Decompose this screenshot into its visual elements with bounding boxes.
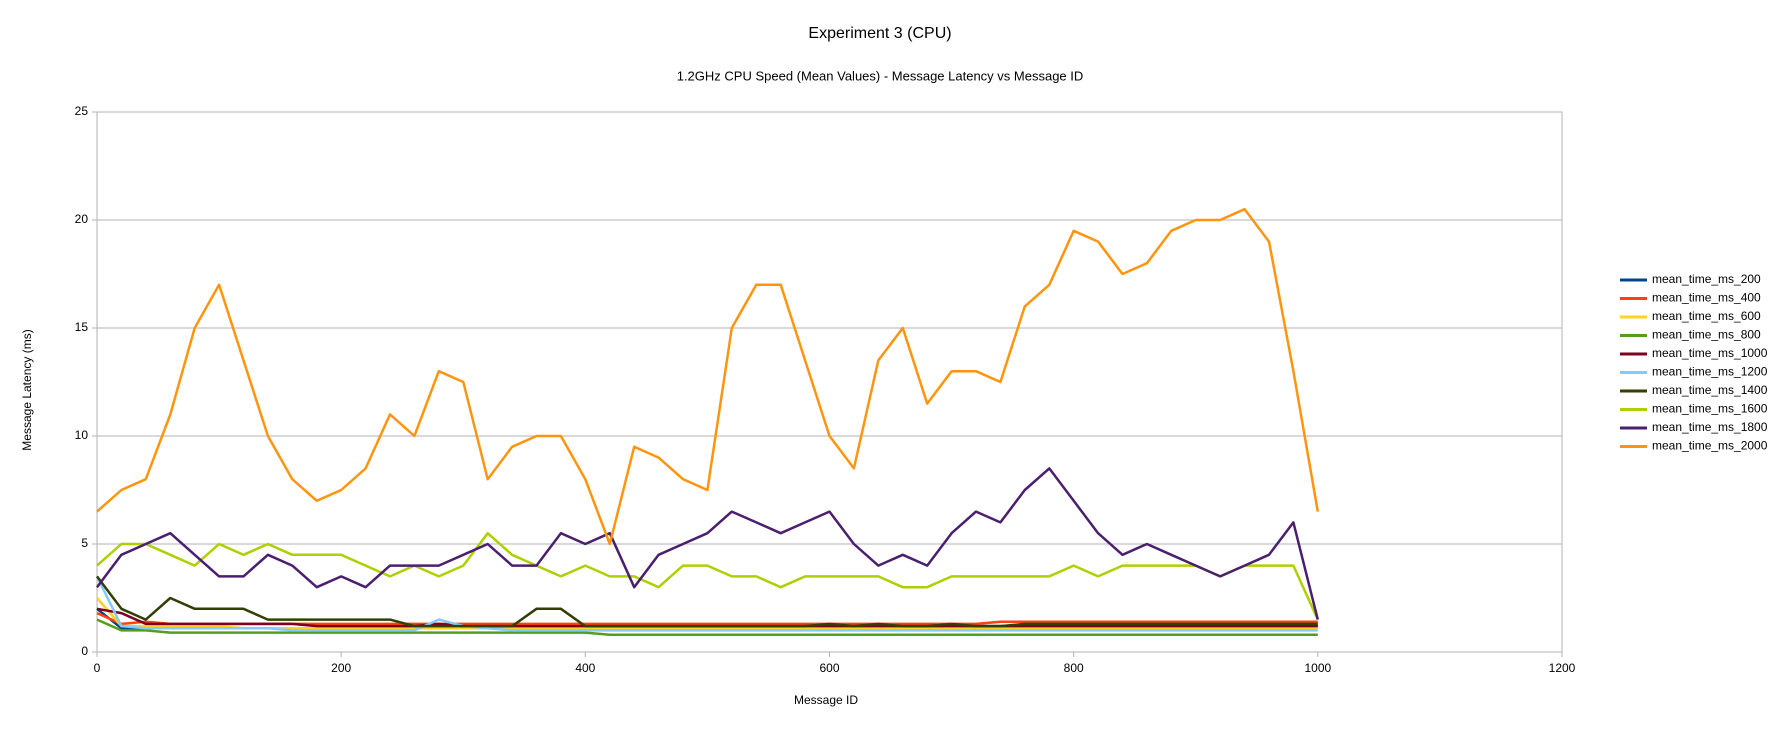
chart-title: Experiment 3 (CPU)	[808, 25, 951, 42]
y-tick-label: 0	[81, 644, 88, 658]
series-line	[96, 531, 1319, 621]
y-tick-label: 5	[81, 536, 88, 550]
x-axis-label: Message ID	[794, 693, 858, 707]
x-tick-label: 600	[819, 661, 839, 675]
legend-label: mean_time_ms_1600	[1652, 402, 1768, 416]
series-line	[96, 618, 1318, 636]
x-tick-label: 1200	[1549, 661, 1576, 675]
series-line	[96, 207, 1320, 546]
legend-label: mean_time_ms_1000	[1652, 346, 1768, 360]
x-tick-label: 200	[331, 661, 351, 675]
legend-label: mean_time_ms_600	[1652, 309, 1761, 323]
plot-frame	[96, 111, 1563, 653]
x-tick-label: 800	[1064, 661, 1084, 675]
x-tick-label: 1000	[1304, 661, 1331, 675]
legend-label: mean_time_ms_400	[1652, 291, 1761, 305]
legend-label: mean_time_ms_1800	[1652, 420, 1768, 434]
legend-label: mean_time_ms_1400	[1652, 383, 1768, 397]
y-tick-label: 25	[75, 104, 89, 118]
x-tick-label: 400	[575, 661, 595, 675]
series-line	[96, 575, 1318, 628]
y-axis-label: Message Latency (ms)	[20, 329, 34, 450]
chart-subtitle: 1.2GHz CPU Speed (Mean Values) - Message…	[677, 68, 1084, 83]
legend-label: mean_time_ms_800	[1652, 328, 1761, 342]
y-tick-label: 10	[75, 428, 89, 442]
legend-label: mean_time_ms_2000	[1652, 439, 1768, 453]
series-line	[96, 597, 1318, 630]
y-tick-label: 15	[75, 320, 89, 334]
x-tick-label: 0	[94, 661, 101, 675]
series-line	[96, 467, 1320, 620]
legend-label: mean_time_ms_200	[1652, 272, 1761, 286]
y-tick-label: 20	[75, 212, 89, 226]
series-line	[95, 575, 1318, 632]
legend-label: mean_time_ms_1200	[1652, 365, 1768, 379]
